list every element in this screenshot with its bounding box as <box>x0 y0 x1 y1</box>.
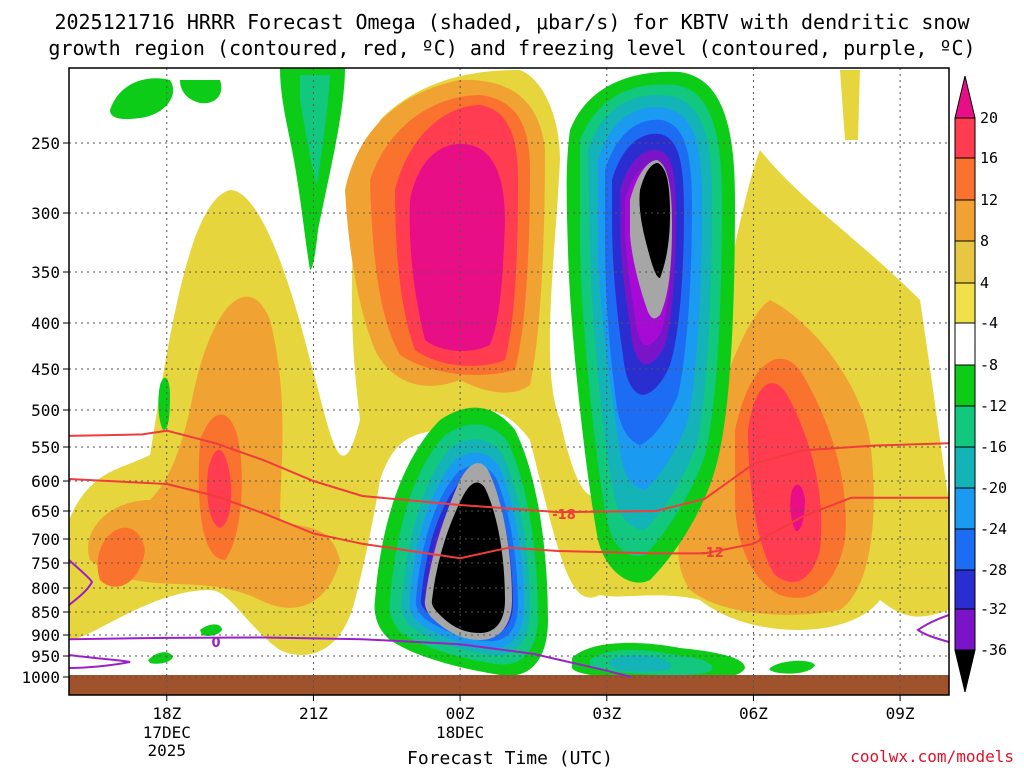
colorbar-label: -4 <box>980 314 998 332</box>
colorbar-swatch <box>954 282 976 324</box>
freezing-level-fragment-left <box>69 559 94 606</box>
x-tick-label: 21Z <box>299 704 328 723</box>
colorbar-swatch <box>954 487 976 530</box>
colorbar-label: -28 <box>980 561 1007 579</box>
omega-negative-aloft-fill <box>566 71 735 583</box>
x-tick-year: 2025 <box>148 741 187 760</box>
colorbar-label: 12 <box>980 191 998 209</box>
y-tick-label: 300 <box>31 204 60 223</box>
colorbar-swatch <box>954 608 976 651</box>
colorbar-swatch <box>954 157 976 201</box>
colorbar-swatch <box>954 117 976 159</box>
colorbar-swatch <box>954 446 976 489</box>
y-tick-label: 650 <box>31 502 60 521</box>
contour-label-zero: 0 <box>211 636 220 651</box>
colorbar-swatch <box>954 569 976 610</box>
x-tick-label: 09Z <box>886 704 915 723</box>
x-tick-label: 03Z <box>592 704 621 723</box>
omega-positive-extreme-fill <box>409 143 805 531</box>
y-tick-label: 550 <box>31 438 60 457</box>
contour-label-minus12: -12 <box>700 546 724 561</box>
y-tick-label: 850 <box>31 603 60 622</box>
colorbar-label: 4 <box>980 274 989 292</box>
x-tick-label: 00Z <box>446 704 475 723</box>
y-axis-labels: 250 300 350 400 450 500 550 600 650 700 750 800 850 9… <box>21 134 69 687</box>
colorbar-label: -16 <box>980 438 1007 456</box>
colorbar-swatch <box>954 364 976 407</box>
grid-lines <box>69 68 949 695</box>
colorbar-label: -20 <box>980 479 1007 497</box>
colorbar-swatch <box>954 528 976 571</box>
y-tick-label: 250 <box>31 134 60 153</box>
y-tick-label: 700 <box>31 530 60 549</box>
credit-link[interactable]: coolwx.com/models <box>850 747 1014 766</box>
x-tick-date: 18DEC <box>436 723 484 742</box>
y-tick-label: 500 <box>31 401 60 420</box>
colorbar-top-arrow <box>954 75 976 119</box>
chart-title-line2: growth region (contoured, red, ºC) and f… <box>48 36 975 60</box>
colorbar: 20 16 12 8 4 -4 -8 -12 -16 -20 -24 -28 -32 -36 <box>954 75 1007 693</box>
y-tick-label: 950 <box>31 647 60 666</box>
contour-series-2 <box>69 636 632 678</box>
colorbar-label: -12 <box>980 397 1007 415</box>
plot-frame <box>68 67 950 696</box>
contour-series-layer <box>69 429 949 678</box>
y-tick-label: 750 <box>31 554 60 573</box>
x-axis-title: Forecast Time (UTC) <box>407 748 613 768</box>
y-tick-label: 400 <box>31 314 60 333</box>
x-tick-date: 17DEC <box>143 723 191 742</box>
colorbar-swatch <box>954 199 976 242</box>
contour-series-0 <box>69 429 949 514</box>
contour-label-minus18: -18 <box>552 508 576 523</box>
y-tick-label: 600 <box>31 472 60 491</box>
plot-area <box>69 68 949 695</box>
colorbar-label: 8 <box>980 232 989 250</box>
y-tick-label: 350 <box>31 263 60 282</box>
omega-negative-low-fill <box>374 407 548 676</box>
y-tick-label: 1000 <box>21 668 60 687</box>
chart-title-line1: 2025121716 HRRR Forecast Omega (shaded, … <box>54 10 970 34</box>
colorbar-label: 20 <box>980 109 998 127</box>
freezing-level-fragment-low <box>69 654 131 669</box>
colorbar-label: -32 <box>980 600 1007 618</box>
colorbar-label: -36 <box>980 641 1007 659</box>
colorbar-label: -24 <box>980 520 1007 538</box>
y-tick-label: 800 <box>31 579 60 598</box>
colorbar-swatch <box>954 322 976 366</box>
y-tick-label: 450 <box>31 360 60 379</box>
x-tick-label: 18Z <box>152 704 181 723</box>
colorbar-label: 16 <box>980 149 998 167</box>
colorbar-swatch <box>954 240 976 284</box>
colorbar-swatch <box>954 405 976 448</box>
colorbar-bottom-arrow <box>954 649 976 693</box>
omega-negative-small-fill <box>110 68 815 681</box>
ground-band <box>69 675 949 695</box>
y-tick-label: 900 <box>31 626 60 645</box>
colorbar-label: -8 <box>980 356 998 374</box>
freezing-level-fragment-right <box>916 614 949 643</box>
x-tick-label: 06Z <box>739 704 768 723</box>
contour-series-1 <box>69 478 949 560</box>
